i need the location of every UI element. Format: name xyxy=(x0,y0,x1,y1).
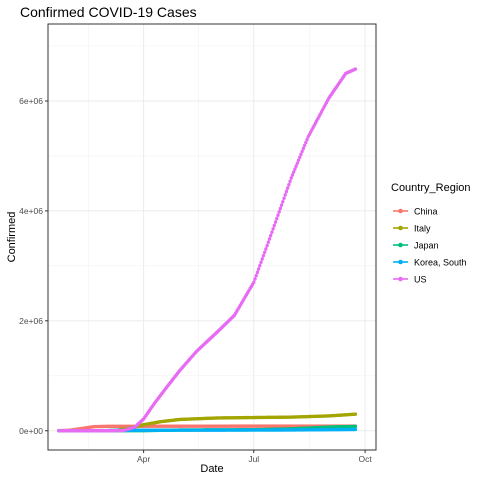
data-point xyxy=(262,250,267,255)
data-point xyxy=(301,146,306,151)
legend-key-point xyxy=(398,225,403,231)
y-tick-label: 6e+06 xyxy=(19,96,43,106)
legend-item-italy: Italy xyxy=(393,224,431,234)
x-tick-label: Oct xyxy=(358,454,372,464)
data-point xyxy=(283,193,287,197)
data-point xyxy=(281,199,285,204)
chart-title: Confirmed COVID-19 Cases xyxy=(20,4,197,20)
legend-item-korea-south: Korea, South xyxy=(393,258,467,268)
data-point xyxy=(300,149,304,154)
data-point xyxy=(289,176,293,180)
data-point xyxy=(275,216,279,221)
series-layer xyxy=(57,67,358,433)
series-korea-south xyxy=(57,427,358,433)
x-axis-title: Date xyxy=(200,463,223,475)
data-point xyxy=(264,247,268,251)
legend-key-point xyxy=(398,276,403,282)
data-point xyxy=(282,196,286,200)
data-point xyxy=(353,424,358,429)
series-us xyxy=(57,67,358,433)
y-tick-label: 4e+06 xyxy=(19,206,43,216)
y-tick-label: 0e+00 xyxy=(19,426,43,436)
legend-key-point xyxy=(398,259,403,265)
data-point xyxy=(284,189,289,194)
data-point xyxy=(279,203,284,207)
legend-title: Country_Region xyxy=(391,182,471,194)
data-point xyxy=(353,67,358,71)
legend-item-china: China xyxy=(393,207,438,217)
legend-item-japan: Japan xyxy=(393,241,439,251)
data-point xyxy=(285,186,290,190)
data-point xyxy=(290,173,295,177)
y-axis: 0e+00 2e+06 4e+06 6e+06 xyxy=(19,96,48,436)
data-point xyxy=(253,277,257,281)
data-point xyxy=(287,182,291,187)
data-point xyxy=(261,253,266,258)
legend-label: Japan xyxy=(414,241,439,251)
data-point xyxy=(296,158,301,162)
plot-panel xyxy=(48,24,376,450)
legend-key-point xyxy=(398,208,403,214)
data-point xyxy=(305,137,309,142)
data-point xyxy=(291,170,296,174)
data-point xyxy=(254,273,258,278)
data-point xyxy=(277,210,281,214)
legend-key-point xyxy=(398,242,403,248)
data-point xyxy=(258,263,262,268)
legend-label: Italy xyxy=(414,224,431,234)
data-point xyxy=(293,167,297,171)
legend-label: China xyxy=(414,207,438,217)
legend-label: US xyxy=(414,275,427,285)
legend-item-us: US xyxy=(393,275,427,285)
data-point xyxy=(299,152,303,157)
plot-border xyxy=(47,23,377,451)
data-point xyxy=(353,427,358,432)
x-tick-label: Jul xyxy=(248,454,259,464)
x-axis: Apr Jul Oct xyxy=(137,450,372,464)
data-point xyxy=(298,155,302,159)
data-point xyxy=(276,213,280,217)
y-axis-title: Confirmed xyxy=(6,212,18,263)
data-point xyxy=(252,280,256,285)
data-point xyxy=(260,257,264,261)
data-point xyxy=(269,233,273,238)
data-point xyxy=(256,267,261,271)
data-point xyxy=(353,412,358,416)
data-point xyxy=(266,240,270,245)
data-point xyxy=(267,237,272,241)
data-point xyxy=(265,243,269,248)
x-tick-label: Apr xyxy=(137,454,150,464)
data-point xyxy=(259,260,263,265)
data-point xyxy=(255,270,260,275)
legend-label: Korea, South xyxy=(414,258,467,268)
data-point xyxy=(294,164,298,168)
data-point xyxy=(302,143,307,148)
y-tick-label: 2e+06 xyxy=(19,316,43,326)
legend: Country_Region China Italy Japan Korea, Sou… xyxy=(391,182,471,285)
data-point xyxy=(295,161,300,165)
data-point xyxy=(278,206,283,211)
data-point xyxy=(272,223,277,228)
data-point xyxy=(304,140,308,145)
data-point xyxy=(273,220,278,224)
data-point xyxy=(270,230,274,234)
data-point xyxy=(271,227,275,231)
data-point xyxy=(288,179,292,184)
